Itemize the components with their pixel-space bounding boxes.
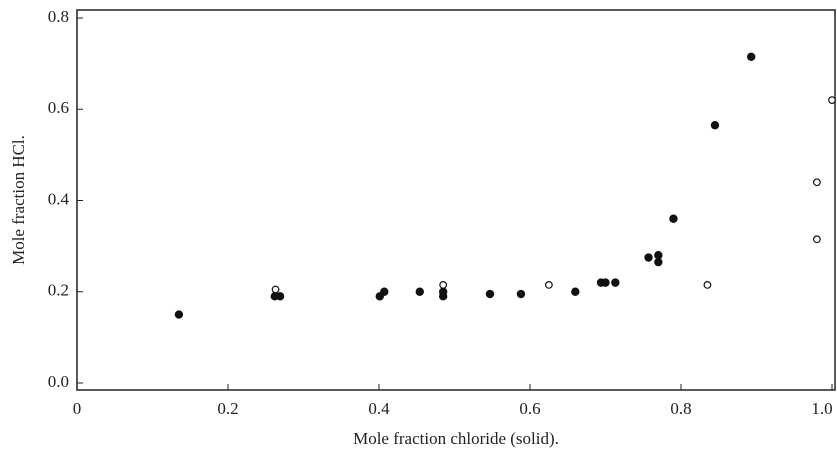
x-tick-label: 0 xyxy=(73,399,82,418)
filled-point xyxy=(415,287,424,296)
filled-point xyxy=(275,292,285,301)
filled-point xyxy=(669,214,678,223)
y-tick-label: 0.4 xyxy=(48,189,70,208)
open-point xyxy=(439,281,448,289)
open-point xyxy=(271,285,280,294)
filled-point xyxy=(644,253,653,262)
open-point xyxy=(828,96,836,105)
filled-point xyxy=(601,278,610,287)
filled-point xyxy=(516,289,526,299)
open-point xyxy=(813,178,821,187)
x-tick-label: 0.2 xyxy=(217,399,238,418)
filled-point xyxy=(611,278,620,287)
open-point xyxy=(813,235,821,244)
x-tick-label: 0.6 xyxy=(519,399,540,418)
filled-point xyxy=(571,287,580,296)
filled-point xyxy=(710,121,720,130)
filled-point xyxy=(174,310,184,319)
filled-point xyxy=(438,287,448,296)
filled-point xyxy=(380,287,389,296)
y-tick-label: 0.8 xyxy=(48,7,69,26)
x-tick-label: 0.8 xyxy=(670,399,691,418)
filled-point xyxy=(485,289,495,299)
y-axis-label: Mole fraction HCl. xyxy=(9,135,28,265)
y-tick-label: 0.2 xyxy=(48,281,69,300)
y-tick-label: 0.6 xyxy=(48,98,69,117)
x-tick-label: 0.4 xyxy=(368,399,390,418)
x-axis-label: Mole fraction chloride (solid). xyxy=(353,429,559,448)
y-tick-label: 0.0 xyxy=(48,372,69,391)
open-point xyxy=(703,281,712,289)
filled-point xyxy=(654,251,663,260)
filled-point xyxy=(747,52,756,61)
x-tick-label: 1.0 xyxy=(811,399,832,418)
filled-point xyxy=(654,257,663,267)
plot-frame xyxy=(76,9,836,391)
open-point xyxy=(544,281,553,289)
